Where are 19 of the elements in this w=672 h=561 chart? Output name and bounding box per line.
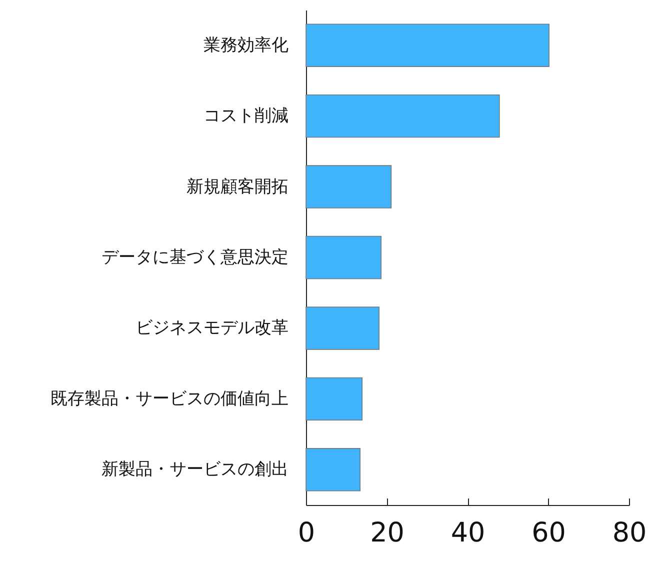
x-tick-label: 60 [532,518,566,548]
x-tick-label: 20 [370,518,404,548]
y-tick-label: ビジネスモデル改革 [136,318,288,338]
bar [306,24,550,67]
y-tick-label: コスト削減 [204,106,288,126]
y-tick-label: 新製品・サービスの創出 [102,460,288,480]
bar [306,236,382,280]
x-tick-label: 40 [450,518,486,548]
bar [306,377,363,421]
x-tick-label: 80 [612,518,647,548]
x-tick-label: 0 [298,518,316,548]
bar [306,448,361,492]
y-tick-label: データに基づく意思決定 [102,248,288,268]
y-tick-label: 新規顧客開拓 [186,176,288,197]
bar [306,306,380,350]
bar [306,165,392,208]
bar [306,94,500,138]
y-tick-label: 業務効率化 [204,35,288,56]
y-tick-label: 既存製品・サービスの価値向上 [50,388,288,409]
